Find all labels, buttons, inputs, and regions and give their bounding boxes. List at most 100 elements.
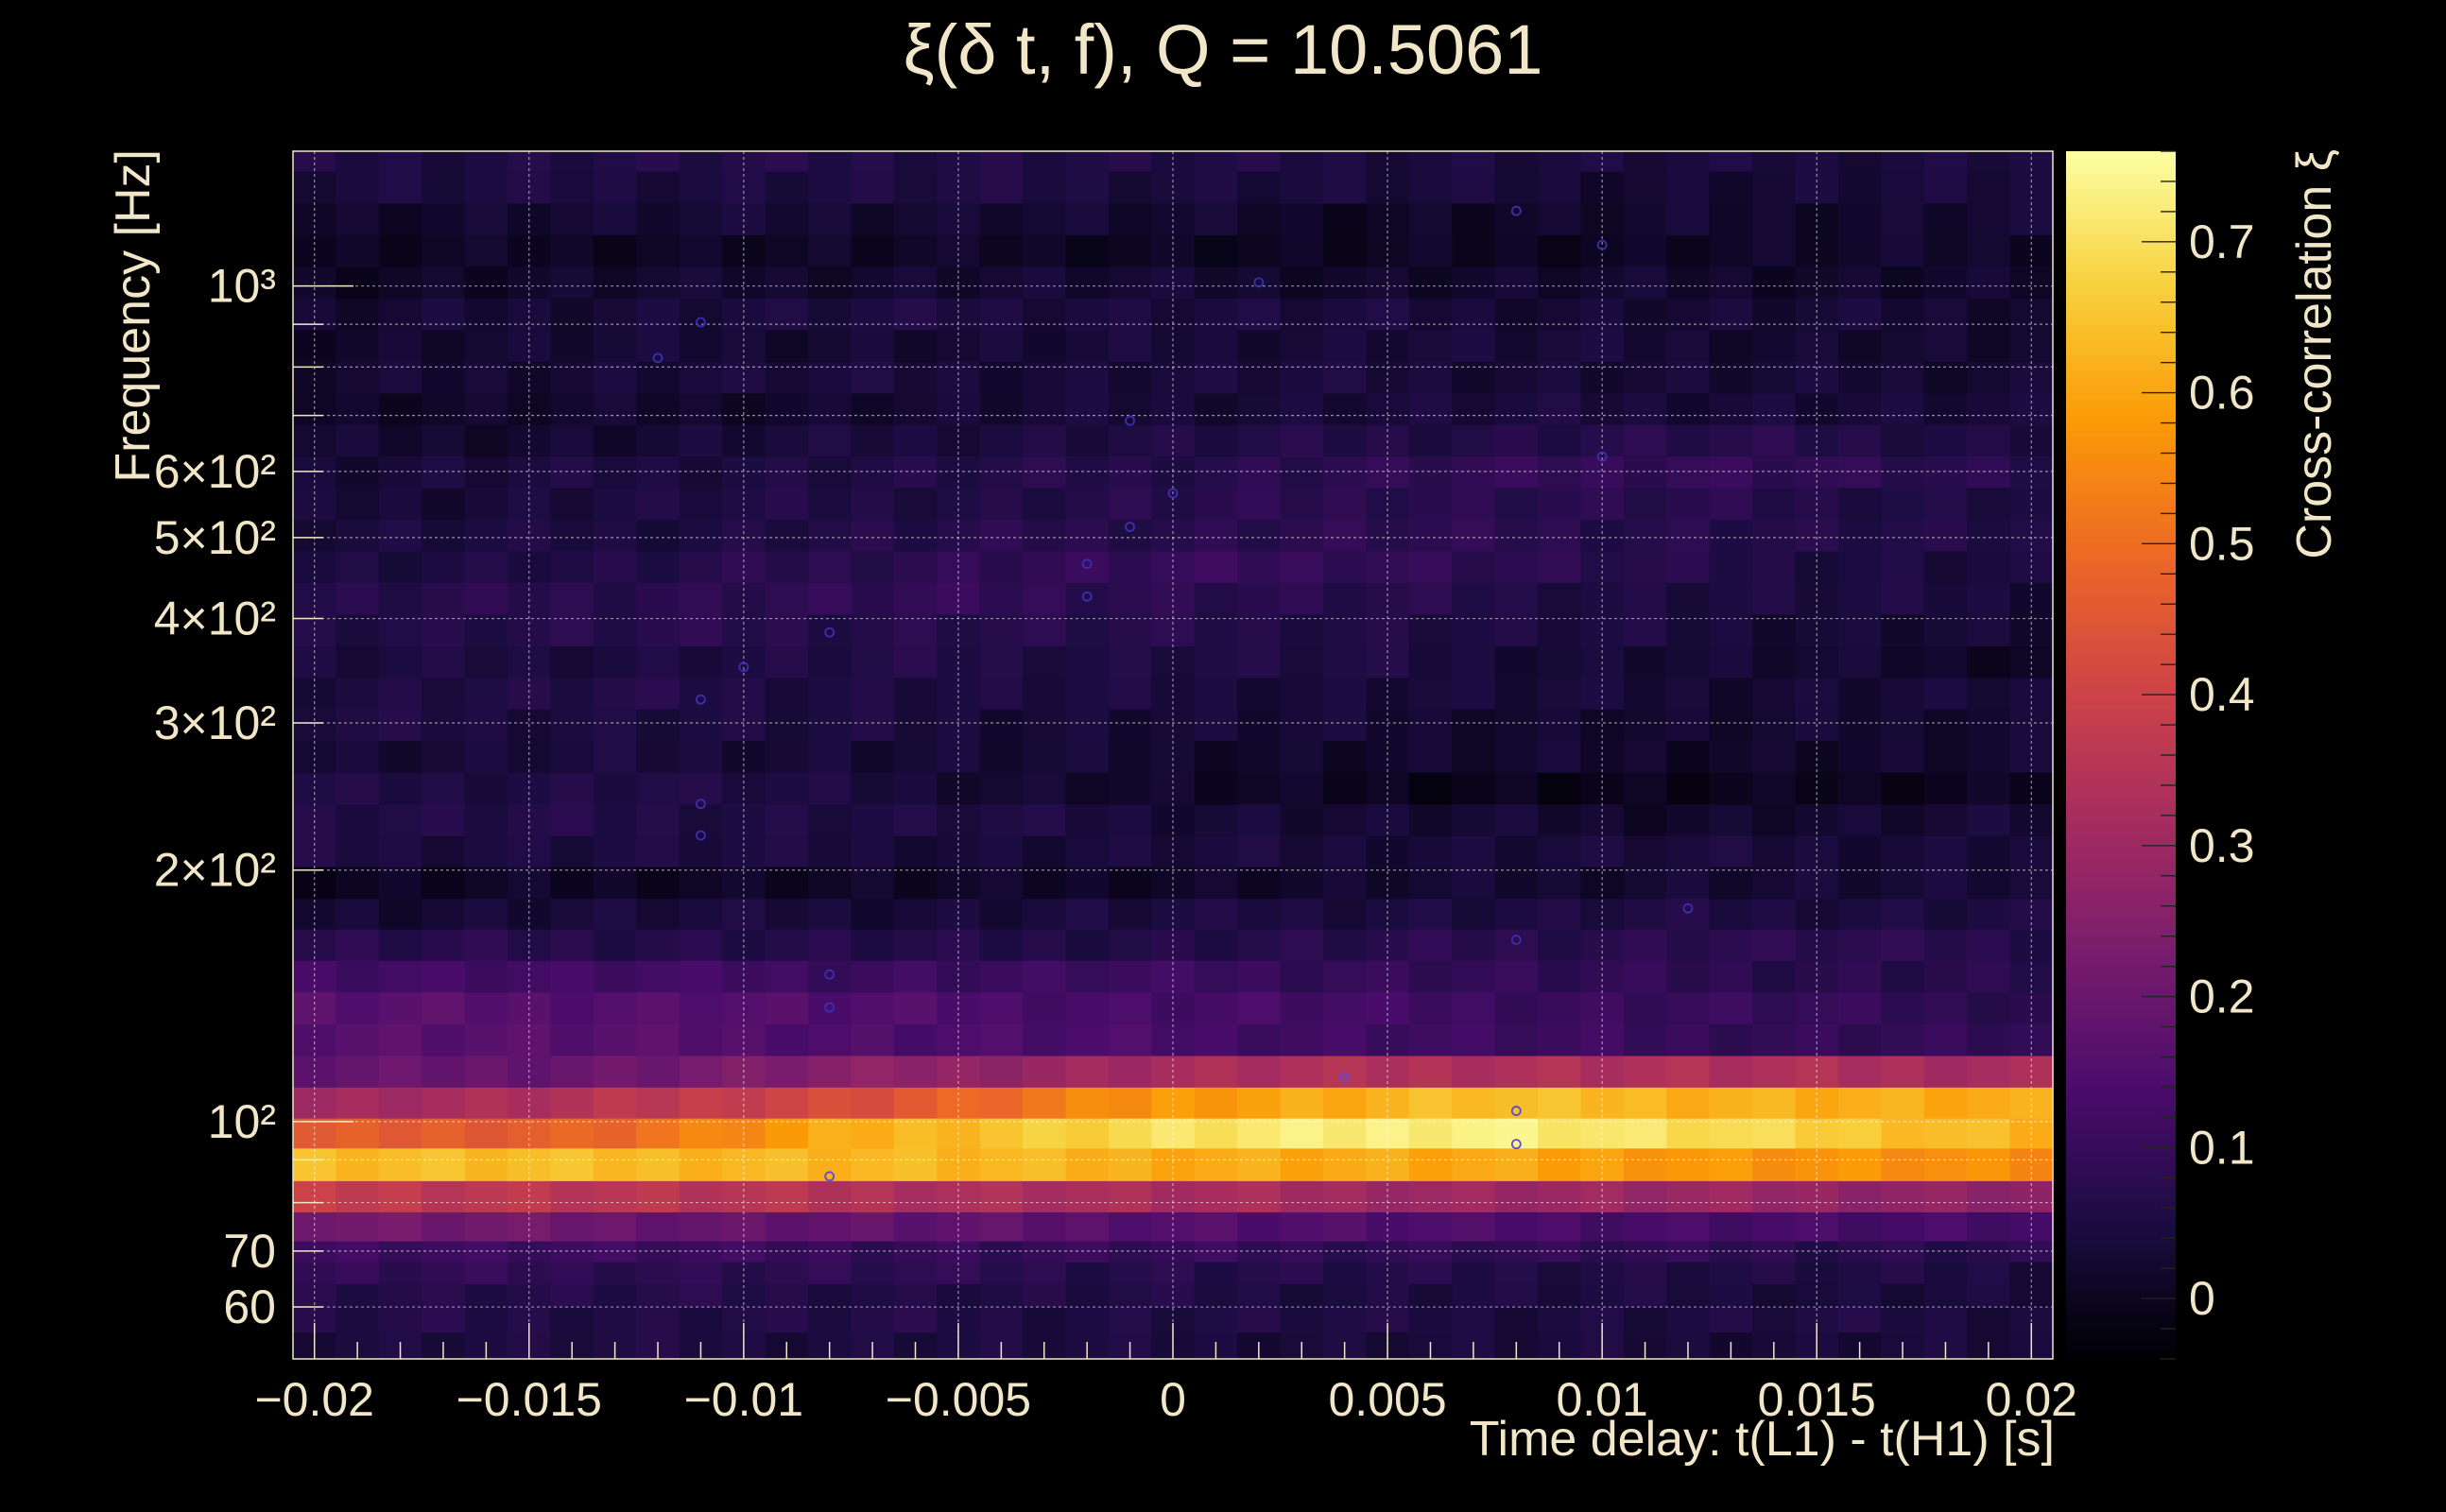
heatmap-cell (1194, 772, 1238, 805)
heatmap-cell (979, 1087, 1024, 1119)
heatmap-cell (336, 1211, 380, 1242)
heatmap-cell (1366, 1023, 1410, 1057)
heatmap-cell (893, 645, 938, 679)
heatmap-cell (1322, 266, 1367, 299)
colorbar-segment (2066, 173, 2176, 182)
heatmap-cell (2009, 234, 2054, 267)
heatmap-cell (1623, 645, 1667, 679)
heatmap-cell (336, 266, 380, 299)
colorbar (2066, 151, 2176, 1360)
heatmap-cell (1795, 1261, 1839, 1284)
heatmap-cell (979, 550, 1024, 583)
heatmap-cell (979, 202, 1024, 235)
colorbar-tick-label: 0.7 (2189, 215, 2255, 268)
heatmap-cell (979, 298, 1024, 331)
heatmap-cell (1666, 202, 1711, 235)
colorbar-segment (2066, 430, 2176, 439)
heatmap-cell (593, 677, 637, 710)
heatmap-cell (1322, 929, 1367, 961)
colorbar-segment (2066, 973, 2176, 983)
heatmap-cell (1023, 171, 1067, 204)
heatmap-cell (293, 1147, 337, 1181)
heatmap-cell (1666, 424, 1711, 457)
heatmap-cell (679, 960, 723, 993)
heatmap-cell (1408, 835, 1453, 868)
heatmap-cell (422, 613, 466, 647)
heatmap-cell (1623, 1087, 1667, 1119)
colorbar-segment (2066, 233, 2176, 243)
heatmap-cell (851, 1307, 895, 1333)
colorbar-segment (2066, 1019, 2176, 1028)
heatmap-cell (1452, 424, 1496, 457)
heatmap-cell (1280, 1147, 1324, 1181)
heatmap-cell (593, 361, 637, 394)
heatmap-cell (1280, 1180, 1324, 1212)
heatmap-cell (893, 835, 938, 868)
heatmap-cell (1408, 1055, 1453, 1088)
heatmap-cell (1494, 455, 1539, 489)
heatmap-cell (1494, 772, 1539, 805)
heatmap-cell (378, 991, 422, 1024)
heatmap-cell (1194, 866, 1238, 900)
colorbar-segment (2066, 672, 2176, 680)
heatmap-cell (851, 1055, 895, 1088)
heatmap-cell (765, 361, 809, 394)
heatmap-cell (1494, 266, 1539, 299)
heatmap-cell (1408, 1180, 1453, 1212)
heatmap-cell (1881, 1283, 1925, 1308)
heatmap-cell (1452, 266, 1496, 299)
heatmap-cell (293, 1023, 337, 1057)
colorbar-segment (2066, 1291, 2176, 1299)
heatmap-cell (1837, 772, 1882, 805)
heatmap-cell (1494, 1087, 1539, 1119)
heatmap-cell (464, 740, 508, 773)
heatmap-cell (1494, 1241, 1539, 1263)
heatmap-cell (1666, 677, 1711, 710)
x-tick-label: −0.01 (684, 1373, 804, 1426)
heatmap-cell (1108, 740, 1152, 773)
heatmap-cell (1967, 298, 2011, 331)
colorbar-segment (2066, 1147, 2176, 1157)
heatmap-cell (1709, 487, 1753, 520)
heatmap-cell (1280, 298, 1324, 331)
heatmap-cell (851, 455, 895, 489)
heatmap-cell (636, 266, 680, 299)
colorbar-segment (2066, 354, 2176, 364)
heatmap-cell (679, 424, 723, 457)
heatmap-cell (636, 519, 680, 552)
heatmap-cell (1023, 898, 1067, 930)
heatmap-cell (593, 266, 637, 299)
heatmap-cell (1538, 929, 1582, 961)
heatmap-cell (1666, 772, 1711, 805)
heatmap-cell (593, 1087, 637, 1119)
heatmap-cell (1967, 455, 2011, 489)
heatmap-cell (937, 298, 981, 331)
heatmap-cell (1108, 582, 1152, 615)
heatmap-cell (1452, 455, 1496, 489)
heatmap-cell (550, 424, 594, 457)
heatmap-cell (1322, 234, 1367, 267)
heatmap-cell (378, 1118, 422, 1149)
colorbar-segment (2066, 513, 2176, 523)
heatmap-cell (893, 1261, 938, 1284)
heatmap-cell (1967, 1023, 2011, 1057)
heatmap-cell (1837, 392, 1882, 425)
heatmap-cell (807, 1307, 852, 1333)
heatmap-cell (1408, 455, 1453, 489)
heatmap-cell (1237, 740, 1282, 773)
colorbar-segment (2066, 740, 2176, 748)
heatmap-cell (1837, 361, 1882, 394)
heatmap-cell (1580, 151, 1625, 172)
heatmap-cell (1923, 1147, 1968, 1181)
colorbar-segment (2066, 830, 2176, 839)
heatmap-cell (1881, 645, 1925, 679)
heatmap-cell (422, 960, 466, 993)
heatmap-cell (636, 677, 680, 710)
heatmap-cell (1923, 392, 1968, 425)
heatmap-cell (336, 835, 380, 868)
heatmap-cell (893, 550, 938, 583)
heatmap-cell (636, 645, 680, 679)
heatmap-cell (1322, 613, 1367, 647)
trigger-marker (824, 1002, 835, 1013)
heatmap-cell (1709, 1261, 1753, 1284)
